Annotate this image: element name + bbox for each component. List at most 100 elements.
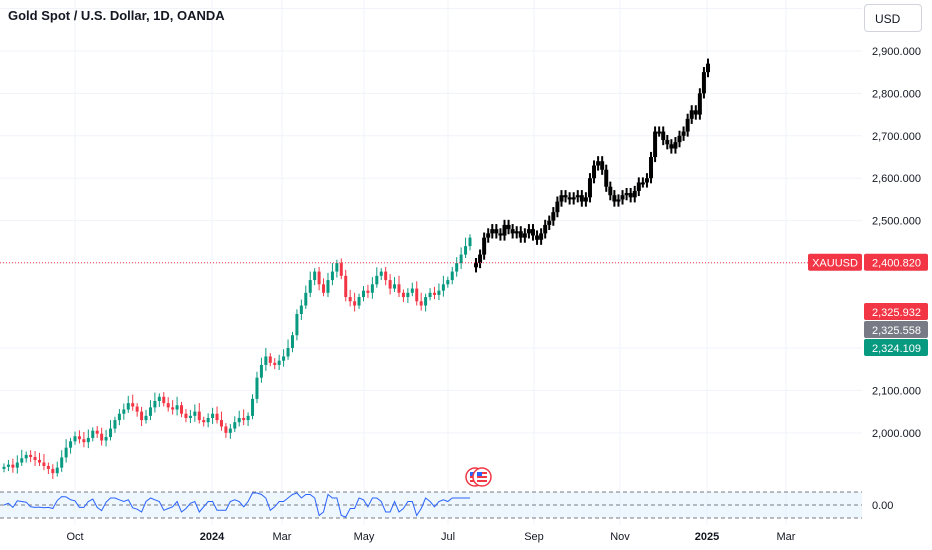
candle-body: [290, 335, 294, 348]
candle-body: [353, 301, 357, 306]
x-tick-label: 2024: [200, 531, 225, 543]
candle-body: [406, 292, 410, 298]
price-badge-value: 2,324.109: [872, 343, 921, 355]
candle-body: [86, 437, 90, 443]
x-axis[interactable]: Oct 2024 Mar May Jul Sep Nov 2025 Mar: [66, 531, 795, 543]
candle-body: [64, 447, 68, 458]
candle-body: [268, 356, 272, 363]
candle-body: [188, 415, 192, 418]
candle-body: [60, 457, 64, 468]
projection-body: [535, 235, 540, 240]
candle-body: [459, 254, 463, 264]
price-badge-value: 2,400.820: [872, 258, 921, 270]
candle-body: [113, 420, 117, 429]
x-tick-label: Sep: [524, 531, 544, 543]
candle-body: [73, 436, 77, 442]
price-badge-bg: [864, 339, 928, 356]
price-badge-value: 2,325.558: [872, 325, 921, 337]
candle-body: [55, 467, 59, 474]
candle-body: [242, 417, 246, 421]
candles: [2, 234, 472, 480]
projection-body: [628, 193, 633, 198]
projection-body: [669, 144, 674, 149]
candle-body: [295, 314, 299, 336]
projection-body: [510, 229, 515, 234]
candle-body: [215, 413, 219, 421]
candle-body: [335, 263, 339, 272]
projection-body: [571, 197, 576, 200]
projection-body: [518, 231, 523, 238]
projection-body: [653, 131, 658, 158]
projection-body: [689, 110, 694, 119]
candle-body: [140, 411, 144, 421]
price-badge: 2,325.558: [864, 321, 928, 338]
projection-body: [681, 131, 686, 136]
candle-body: [109, 428, 113, 438]
candle-body: [104, 437, 108, 441]
projection-body: [478, 254, 483, 264]
candle-body: [277, 360, 281, 365]
candle-body: [397, 284, 401, 293]
projection-body: [575, 195, 580, 198]
candle-body: [153, 401, 157, 408]
projection-body: [555, 201, 560, 213]
candle-body: [42, 462, 46, 466]
candle-body: [24, 454, 28, 459]
candle-body: [273, 362, 277, 365]
candle-body: [326, 280, 330, 293]
candle-body: [419, 301, 423, 306]
projection-body: [608, 186, 613, 196]
y-tick-label: 2,500.000: [872, 216, 921, 228]
candle-body: [148, 407, 152, 416]
x-tick-label: Mar: [777, 531, 796, 543]
candle-body: [211, 413, 215, 418]
candle-body: [197, 411, 201, 421]
candle-body: [166, 403, 170, 408]
candle-body: [455, 263, 459, 272]
candle-body: [370, 284, 374, 293]
projection-body: [620, 195, 625, 200]
projection-body: [592, 165, 597, 179]
candle-body: [259, 364, 263, 378]
projection-body: [604, 169, 609, 187]
y-axis[interactable]: 2,000.0002,100.0002,200.0002,400.0002,50…: [872, 3, 921, 439]
projection-body: [494, 229, 499, 234]
candle-body: [450, 271, 454, 281]
projection-body: [612, 195, 617, 202]
projection-body: [693, 110, 698, 115]
candle-body: [77, 436, 81, 440]
candle-body: [384, 271, 388, 281]
x-tick-label: Oct: [66, 531, 83, 543]
candle-body: [233, 422, 237, 429]
symbol-badge-bg: [808, 253, 862, 271]
price-badge-value: 2,325.932: [872, 307, 921, 319]
candle-body: [415, 288, 419, 302]
candle-body: [82, 439, 86, 443]
indicator-line: [3, 492, 470, 518]
projection-body: [551, 212, 556, 221]
candle-body: [228, 428, 232, 433]
projection-body: [685, 118, 690, 132]
candle-body: [135, 406, 139, 412]
projection-body: [673, 142, 678, 149]
price-badges: XAUUSD 2,400.820 2,325.932 2,325.558 2,324.1…: [808, 253, 928, 356]
candle-body: [131, 403, 135, 407]
us-flag-event-icon[interactable]: [472, 467, 492, 487]
candle-body: [441, 284, 445, 291]
candle-body: [366, 290, 370, 293]
currency-button[interactable]: USD: [864, 4, 922, 32]
candle-body: [424, 297, 428, 306]
projection-body: [661, 131, 666, 141]
candle-body: [15, 462, 19, 468]
projection-body: [486, 233, 491, 238]
projection-body: [559, 195, 564, 202]
candle-body: [255, 377, 259, 399]
projection-body: [600, 161, 605, 170]
projection-body: [547, 220, 552, 225]
candle-body: [428, 292, 432, 298]
candle-body: [202, 420, 206, 423]
candle-body: [464, 246, 468, 255]
candle-body: [175, 405, 179, 410]
projection-body: [640, 182, 645, 185]
